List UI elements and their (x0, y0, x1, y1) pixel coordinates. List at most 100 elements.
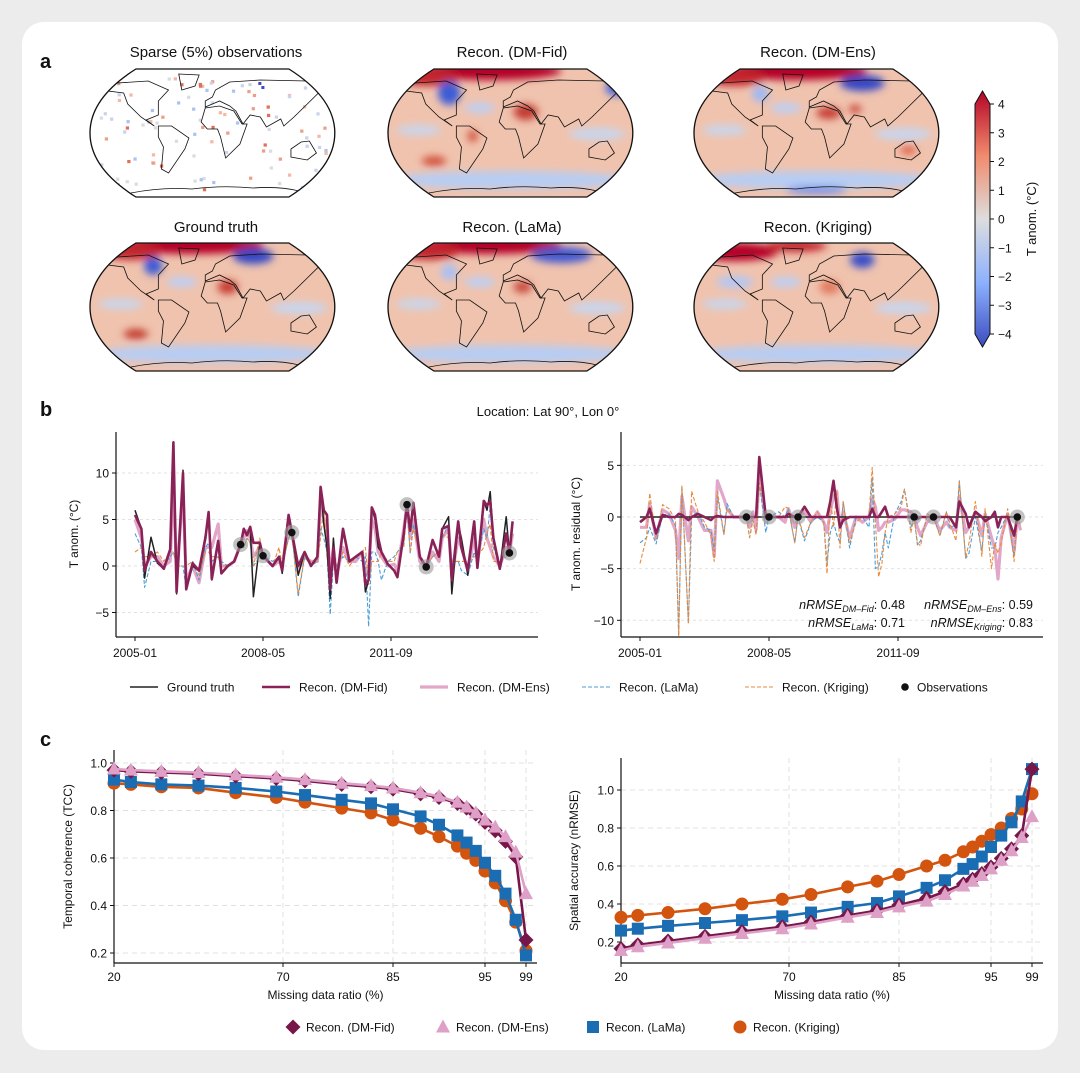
observation-cell (117, 82, 121, 86)
coastline (894, 314, 921, 335)
observation-point (403, 500, 411, 509)
nrmse-metric: nRMSEDM–Fid: 0.48 (799, 598, 905, 614)
panel-label-a: a (40, 51, 52, 73)
coastline (782, 73, 804, 91)
legend-swatch (901, 683, 909, 691)
colorbar-tick-label: 1 (998, 184, 1005, 198)
observation-cell (103, 112, 107, 116)
observation-point (765, 513, 773, 521)
legend-item: Observations (901, 681, 988, 695)
observation-cell (300, 129, 304, 133)
lama-marker (192, 779, 205, 792)
legend-item: Ground truth (130, 681, 234, 695)
dm-ens-marker (364, 778, 378, 792)
dm-ens-residual-line (640, 471, 1023, 581)
anomaly-region (568, 302, 626, 314)
observation-cell (202, 176, 206, 181)
observation-point (236, 540, 245, 549)
dm-ens-marker (123, 762, 138, 776)
map-border (89, 242, 336, 372)
observation-cell (149, 120, 153, 124)
dm-ens-marker (919, 893, 934, 907)
observation-point (742, 513, 751, 521)
dm-fid-map (387, 68, 634, 198)
coastline (130, 186, 300, 194)
lama-series (615, 763, 1038, 937)
observation-cell (109, 117, 114, 121)
x-tick-label: 70 (782, 970, 796, 984)
map-title-kriging: Recon. (Kriging) (764, 219, 872, 236)
lama-marker (841, 900, 854, 913)
y-tick-label: −5 (95, 606, 109, 620)
coastline (157, 125, 190, 174)
anomaly-region (849, 105, 862, 113)
coastline (588, 314, 615, 335)
anomaly-region (513, 104, 538, 120)
legend-label: Recon. (Kriging) (782, 681, 869, 695)
legend-swatch (285, 1019, 301, 1035)
lama-marker (939, 874, 951, 887)
observation-cell (231, 89, 236, 93)
anomaly-region (513, 281, 532, 293)
observation-point (929, 513, 938, 521)
observation-cell (161, 115, 165, 119)
observation-cell (104, 137, 109, 141)
coastline (808, 79, 939, 128)
lama-marker (985, 841, 997, 853)
coastline (703, 254, 774, 301)
dm-ens-marker (488, 819, 503, 833)
observation-cell (249, 176, 253, 180)
coastline (99, 80, 170, 127)
dm-ens-marker (840, 909, 855, 923)
dm-ens-marker (154, 763, 169, 777)
observation-cell (258, 82, 262, 85)
anomaly-region (770, 277, 802, 287)
legend-swatch (436, 1019, 450, 1033)
observation-point (288, 528, 296, 537)
legend-label: Recon. (LaMa) (606, 1021, 685, 1035)
coastline (476, 247, 498, 265)
legend-c: Recon. (DM-Fid) Recon. (DM-Ens) Recon. (La… (285, 1019, 840, 1035)
map-background (90, 243, 335, 371)
legend-label: Recon. (LaMa) (619, 681, 698, 695)
observation-cell (205, 88, 209, 92)
kriging-marker (841, 880, 855, 894)
kriging-marker (938, 853, 952, 867)
observation-cell (198, 82, 203, 87)
observation-point (1013, 513, 1022, 521)
map-border (693, 68, 940, 198)
dm-ens-series (107, 761, 533, 900)
dm-ens-marker (938, 887, 952, 900)
x-tick-label: 2005-01 (113, 646, 157, 660)
colorbar-tick-label: 0 (998, 213, 1005, 227)
metric-name: nRMSE (931, 616, 975, 630)
anomaly-region (702, 125, 748, 135)
lama-marker (615, 924, 627, 937)
observation-cell (278, 181, 282, 186)
observation-cell (267, 127, 271, 132)
dm-ens-marker (630, 939, 645, 953)
observation-cell (198, 84, 203, 88)
anomaly-region (90, 345, 335, 363)
y-tick-label: 1.0 (90, 757, 107, 771)
y-tick-label: 0.6 (90, 852, 107, 866)
metric-value: : 0.48 (874, 598, 905, 612)
x-tick-label: 70 (276, 970, 290, 984)
dm-ens-marker (984, 861, 998, 875)
y-tick-label: 0.8 (597, 822, 614, 836)
y-axis-label: Temporal coherence (TCC) (61, 784, 75, 929)
anomaly-region (232, 248, 274, 264)
y-tick-label: 0 (102, 560, 109, 574)
lama-marker (414, 810, 427, 823)
y-tick-label: 10 (96, 467, 110, 481)
observation-point (422, 563, 431, 571)
kriging-map (693, 242, 940, 372)
colorbar-tick-label: 4 (998, 98, 1005, 112)
x-tick-label: 95 (984, 970, 998, 984)
observation-cell (269, 166, 273, 170)
anomaly-region (396, 125, 442, 135)
y-tick-label: −5 (600, 562, 614, 576)
lama-series (108, 773, 532, 962)
observation-cell (303, 86, 308, 90)
dm-ens-marker (965, 873, 980, 887)
